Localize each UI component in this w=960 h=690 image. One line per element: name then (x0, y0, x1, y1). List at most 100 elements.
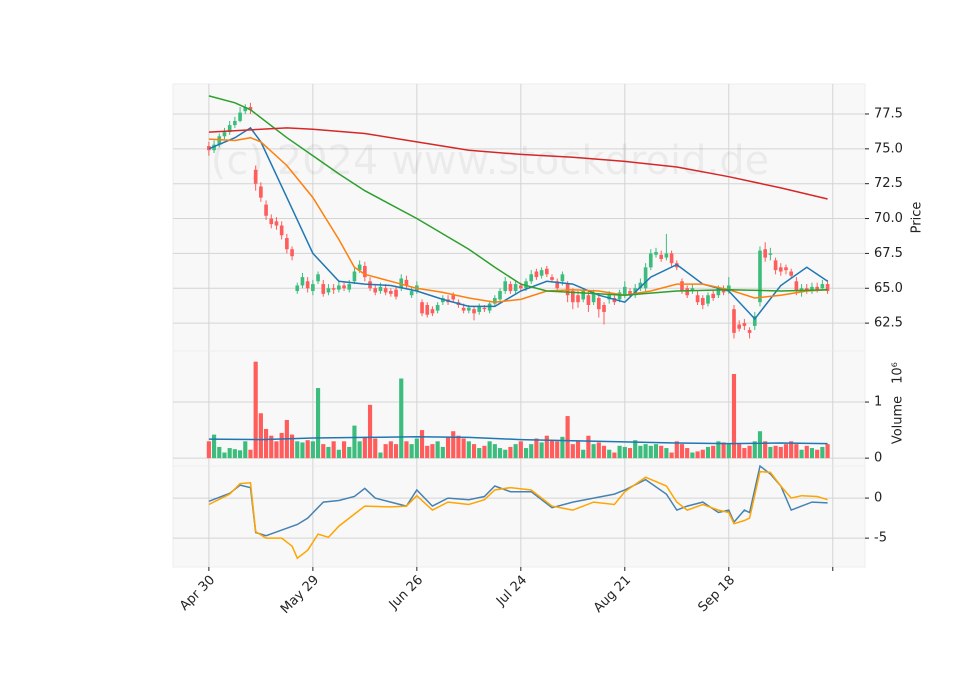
candle-body (285, 238, 289, 250)
candle-body (576, 295, 580, 303)
candle-body (378, 286, 383, 292)
volume-bar (633, 440, 638, 459)
volume-bar (315, 388, 321, 459)
volume-bar (773, 445, 778, 459)
candle-body (690, 288, 695, 292)
volume-bar (664, 448, 669, 459)
volume-bar (815, 449, 820, 459)
candle-body (217, 136, 222, 145)
volume-bar (799, 449, 804, 459)
volume-bar (440, 446, 445, 459)
volume-bar (653, 444, 659, 459)
candle-body (357, 264, 362, 271)
volume-bar (336, 449, 341, 459)
volume-bar (560, 436, 565, 459)
indicator-line (208, 95, 828, 296)
candle-body (227, 125, 232, 133)
candle-body (726, 285, 731, 292)
y-scale-label: 10⁶ (891, 362, 906, 384)
volume-bar (357, 441, 362, 459)
candle-body (550, 277, 554, 280)
candle-body (716, 288, 721, 296)
candle-body (758, 250, 762, 303)
y-tick-label: 65.0 (874, 281, 903, 296)
y-tick-label: 0 (874, 491, 882, 506)
x-tick-label: Jun 26 (386, 573, 426, 613)
volume-bar (404, 441, 409, 459)
x-tick-label: May 29 (278, 573, 322, 617)
candle-body (264, 204, 268, 216)
volume-bar (648, 445, 653, 459)
volume-bar (399, 378, 404, 459)
candle-body (622, 286, 627, 296)
volume-bar (586, 435, 591, 459)
volume-bar (211, 434, 217, 459)
candle-body (815, 286, 819, 290)
volume-bar (804, 445, 809, 459)
volume-bar (451, 431, 456, 459)
volume-bar (321, 444, 326, 459)
candle-body (321, 284, 326, 294)
volume-bar (825, 444, 830, 459)
volume-bar (367, 404, 373, 459)
candle-body (404, 279, 409, 286)
indicator-line (208, 127, 828, 200)
volume-bar (409, 444, 414, 459)
volume-bar (222, 452, 227, 459)
candle-body (373, 288, 378, 293)
volume-bar (263, 428, 269, 459)
volume-bar (477, 448, 482, 459)
volume-bar (783, 444, 789, 459)
candle-body (825, 284, 830, 292)
volume-bar (326, 446, 331, 459)
candle-body (274, 221, 279, 226)
y-axis-label: Price (910, 202, 925, 234)
volume-bar (466, 441, 471, 459)
volume-bar (742, 448, 747, 459)
volume-bar (539, 442, 544, 459)
candle-body (820, 284, 825, 289)
candle-body (529, 274, 534, 282)
candle-body (591, 293, 596, 303)
y-axis-label: Volume (891, 396, 906, 444)
volume-bar (726, 444, 731, 459)
volume-bar (565, 416, 570, 459)
y-tick-label: 70.0 (874, 211, 903, 226)
volume-bar (737, 444, 742, 459)
volume-bar (669, 452, 674, 459)
candle-body (420, 302, 424, 314)
candle-body (695, 295, 700, 303)
candle-body (560, 274, 565, 282)
candle-body (331, 288, 336, 290)
volume-bar (544, 435, 549, 459)
volume-bar (310, 441, 315, 459)
candle-body (430, 309, 435, 314)
candle-body (513, 284, 518, 292)
volume-bar (794, 444, 799, 459)
candle-body (461, 307, 466, 311)
y-tick-label: 0 (874, 451, 882, 466)
volume-bar (253, 361, 258, 459)
volume-bar (393, 444, 399, 459)
volume-bar (274, 441, 279, 459)
candle-body (534, 271, 539, 278)
candle-body (300, 277, 305, 286)
volume-bar (549, 440, 555, 459)
volume-bar (341, 441, 347, 459)
volume-bar (206, 441, 211, 459)
volume-bar (383, 444, 388, 459)
candle-body (711, 293, 716, 299)
candle-body (680, 281, 684, 292)
y-tick-label: 62.5 (874, 316, 903, 331)
volume-bar (237, 450, 243, 459)
candle-body (747, 330, 752, 333)
volume-bar (721, 442, 726, 459)
candle-body (222, 132, 227, 137)
volume-bar (617, 445, 622, 459)
candle-body (570, 291, 575, 303)
volume-bar (575, 441, 581, 459)
candle-body (316, 274, 320, 282)
candle-body (607, 293, 612, 300)
y-tick-label: -5 (874, 531, 887, 546)
